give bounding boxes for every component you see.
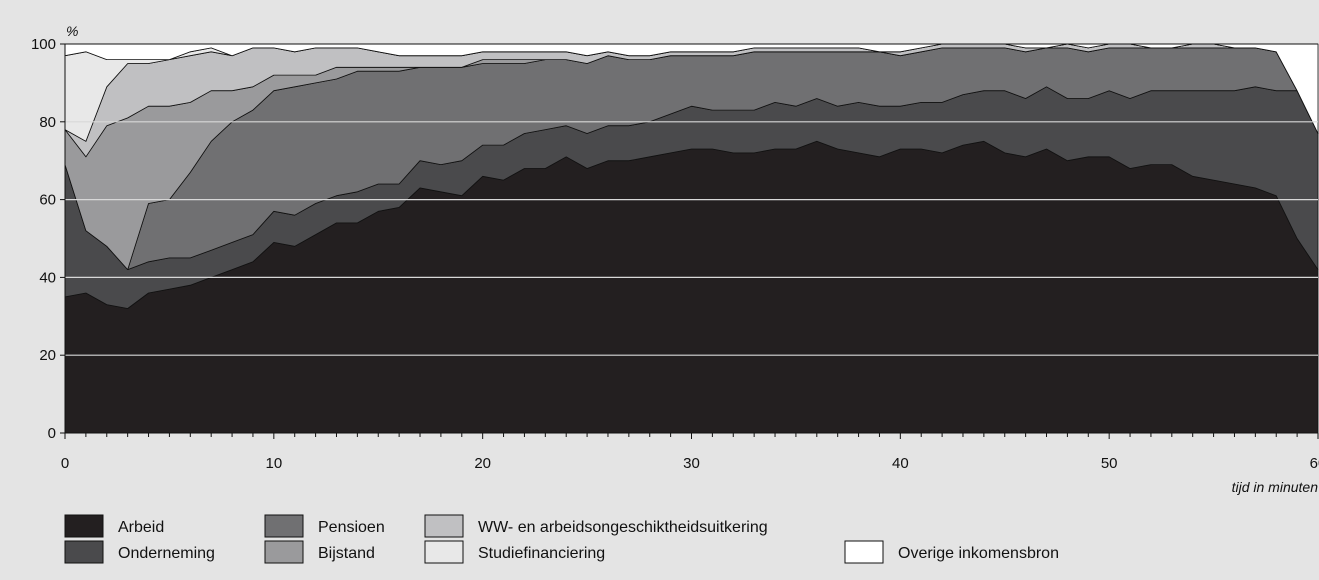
y-axis-label: %	[66, 23, 78, 39]
x-tick-label: 50	[1101, 455, 1118, 472]
legend-swatch-overige-inkomensbron	[844, 540, 884, 564]
y-tick-label: 80	[39, 114, 56, 131]
legend-layer: Arbeid Onderneming Pensioen Bijstand WW- en …	[64, 514, 1059, 564]
legend-label-ww-en-arbeidsongeschiktheidsuitkering: WW- en arbeidsongeschiktheidsuitkering	[478, 519, 768, 536]
legend-swatch-bijstand	[264, 540, 304, 564]
x-tick-label: 60	[1310, 455, 1319, 472]
x-tick-label: 10	[265, 455, 282, 472]
x-axis-label: tijd in minuten	[1232, 479, 1319, 495]
legend-label-onderneming: Onderneming	[118, 545, 215, 562]
legend-label-pensioen: Pensioen	[318, 519, 385, 536]
legend-swatch-pensioen	[264, 514, 304, 538]
x-tick-label: 0	[61, 455, 69, 472]
legend-label-bijstand: Bijstand	[318, 545, 375, 562]
x-tick-label: 20	[474, 455, 491, 472]
legend-label-arbeid: Arbeid	[118, 519, 164, 536]
x-tick-label: 30	[683, 455, 700, 472]
legend-swatch-onderneming	[64, 540, 104, 564]
legend-label-overige-inkomensbron: Overige inkomensbron	[898, 545, 1059, 562]
y-tick-label: 0	[48, 425, 56, 442]
y-tick-label: 20	[39, 347, 56, 364]
legend-swatch-ww-en-arbeidsongeschiktheidsuitkering	[424, 514, 464, 538]
areas-layer	[64, 43, 1319, 434]
legend-swatch-arbeid	[64, 514, 104, 538]
legend-label-studiefinanciering: Studiefinanciering	[478, 545, 605, 562]
grid-layer	[65, 43, 1318, 356]
y-tick-label: 40	[39, 269, 56, 286]
axes-layer: 0 20 40 60 80 100 0 10 20 30 40 50 60% tijd in minute…	[31, 23, 1319, 495]
x-tick-label: 40	[892, 455, 909, 472]
legend-swatch-studiefinanciering	[424, 540, 464, 564]
y-tick-label: 100	[31, 36, 56, 53]
y-tick-label: 60	[39, 192, 56, 209]
